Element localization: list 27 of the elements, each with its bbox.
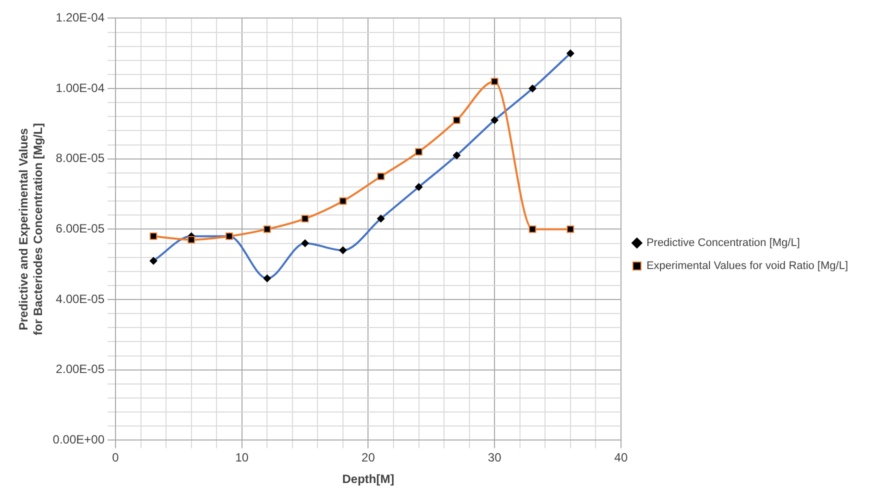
point bbox=[339, 197, 347, 205]
point bbox=[263, 226, 271, 233]
x-tick-label: 30 bbox=[488, 450, 502, 465]
x-axis-title: Depth[M] bbox=[342, 472, 394, 486]
y-tick-label: 2.00E-05 bbox=[56, 362, 105, 376]
point bbox=[453, 116, 460, 124]
point bbox=[301, 214, 309, 222]
y-tick-label: 0.00E+00 bbox=[52, 432, 105, 447]
point bbox=[188, 236, 196, 244]
point bbox=[415, 148, 422, 156]
x-tick-label: 10 bbox=[235, 450, 249, 465]
legend-label: Experimental Values for void Ratio [Mg/L] bbox=[646, 260, 848, 272]
y-tick-label: 6.00E-05 bbox=[56, 222, 105, 236]
point bbox=[150, 232, 158, 240]
y-tick-label: 1.20E-04 bbox=[56, 10, 105, 25]
point bbox=[528, 226, 536, 233]
y-tick-label: 4.00E-05 bbox=[56, 292, 105, 306]
point bbox=[490, 78, 498, 86]
y-axis-title: Predictive and Experimental Values for Bacteriodes Concentration [Mg/L] bbox=[16, 123, 45, 336]
y-tick-label: 1.00E-04 bbox=[56, 80, 105, 95]
point bbox=[566, 226, 574, 233]
legend-label: Predictive Concentration [Mg/L] bbox=[646, 237, 800, 250]
y-tick-label: 8.00E-05 bbox=[56, 151, 105, 166]
x-tick-label: 0 bbox=[112, 450, 120, 465]
x-tick-label: 20 bbox=[362, 450, 376, 465]
point bbox=[377, 172, 385, 180]
x-tick-label: 40 bbox=[614, 450, 628, 465]
